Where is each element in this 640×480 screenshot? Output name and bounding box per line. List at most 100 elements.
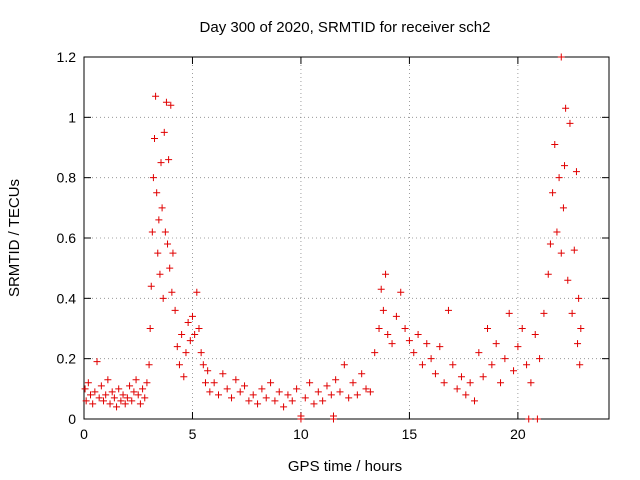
data-point xyxy=(397,288,405,296)
data-point xyxy=(199,361,207,369)
data-point xyxy=(245,397,253,405)
data-point xyxy=(186,337,194,345)
data-point xyxy=(232,376,240,384)
data-point xyxy=(401,325,409,332)
data-point xyxy=(258,385,266,393)
data-point xyxy=(466,379,474,387)
data-point xyxy=(392,312,400,320)
data-point xyxy=(262,394,270,402)
data-point xyxy=(484,325,492,332)
data-point xyxy=(158,204,166,212)
data-point xyxy=(97,382,105,390)
data-point xyxy=(121,400,129,408)
data-point xyxy=(95,394,103,402)
data-point xyxy=(427,355,435,363)
data-point xyxy=(254,400,262,408)
chart-title: Day 300 of 2020, SRMTID for receiver sch… xyxy=(200,19,491,36)
data-point xyxy=(188,312,196,320)
data-point xyxy=(540,309,548,317)
data-point xyxy=(128,397,136,405)
grid xyxy=(84,57,609,419)
data-point xyxy=(384,331,392,339)
data-point xyxy=(206,388,214,396)
data-point xyxy=(173,343,181,351)
data-point xyxy=(301,394,309,402)
data-point xyxy=(329,415,337,423)
data-point xyxy=(527,379,535,387)
data-point xyxy=(228,394,236,402)
data-point xyxy=(293,385,301,393)
x-axis: 0 5 10 15 20 xyxy=(80,57,526,442)
data-point xyxy=(288,397,296,405)
data-point xyxy=(284,391,292,399)
data-point xyxy=(533,415,541,423)
data-point xyxy=(577,325,585,332)
data-point xyxy=(561,162,569,170)
data-point xyxy=(345,394,353,402)
data-point xyxy=(462,391,470,399)
data-point xyxy=(574,340,582,348)
data-point xyxy=(536,355,544,363)
x-tick-label: 20 xyxy=(510,426,526,442)
data-point xyxy=(184,318,192,326)
data-point xyxy=(319,397,327,405)
data-points xyxy=(81,53,585,423)
data-point xyxy=(544,270,552,278)
data-point xyxy=(371,349,379,357)
data-point xyxy=(505,309,513,317)
data-point xyxy=(497,379,505,387)
data-point xyxy=(152,92,160,100)
data-point xyxy=(115,385,123,393)
data-point xyxy=(564,276,572,284)
data-point xyxy=(453,385,461,393)
data-point xyxy=(555,174,563,182)
data-point xyxy=(557,53,565,61)
data-point xyxy=(457,373,465,381)
x-axis-label: GPS time / hours xyxy=(288,458,402,475)
data-point xyxy=(141,394,149,402)
data-point xyxy=(358,370,366,378)
data-point xyxy=(444,306,452,314)
data-point xyxy=(147,282,155,290)
data-point xyxy=(575,294,583,302)
data-point xyxy=(151,134,159,142)
data-point xyxy=(89,400,97,408)
data-point xyxy=(241,382,249,390)
data-point xyxy=(510,367,518,375)
data-point xyxy=(470,397,478,405)
data-point xyxy=(514,343,522,351)
data-point xyxy=(157,159,165,167)
data-point xyxy=(108,388,116,396)
data-point xyxy=(353,391,361,399)
x-tick-label: 10 xyxy=(293,426,309,442)
data-point xyxy=(215,391,223,399)
data-point xyxy=(195,325,203,332)
data-point xyxy=(219,370,227,378)
data-point xyxy=(340,361,348,369)
data-point xyxy=(168,288,176,296)
data-point xyxy=(382,270,390,278)
data-point xyxy=(155,216,163,224)
data-point xyxy=(366,388,374,396)
data-point xyxy=(117,397,125,405)
data-point xyxy=(314,388,322,396)
data-point xyxy=(175,361,183,369)
data-point xyxy=(153,189,161,197)
data-point xyxy=(553,228,561,236)
data-point xyxy=(572,168,580,176)
data-point xyxy=(271,397,279,405)
data-point xyxy=(164,240,172,248)
data-point xyxy=(136,400,144,408)
data-point xyxy=(449,361,457,369)
y-axis: 0 0.2 0.4 0.6 0.8 1 1.2 xyxy=(57,49,609,427)
data-point xyxy=(223,385,231,393)
data-point xyxy=(362,385,370,393)
data-point xyxy=(323,382,331,390)
x-tick-label: 15 xyxy=(402,426,418,442)
data-point xyxy=(525,415,533,423)
data-point xyxy=(562,104,570,112)
y-tick-label: 0.8 xyxy=(57,170,77,186)
data-point xyxy=(523,361,531,369)
data-point xyxy=(405,337,413,345)
data-point xyxy=(576,361,584,369)
